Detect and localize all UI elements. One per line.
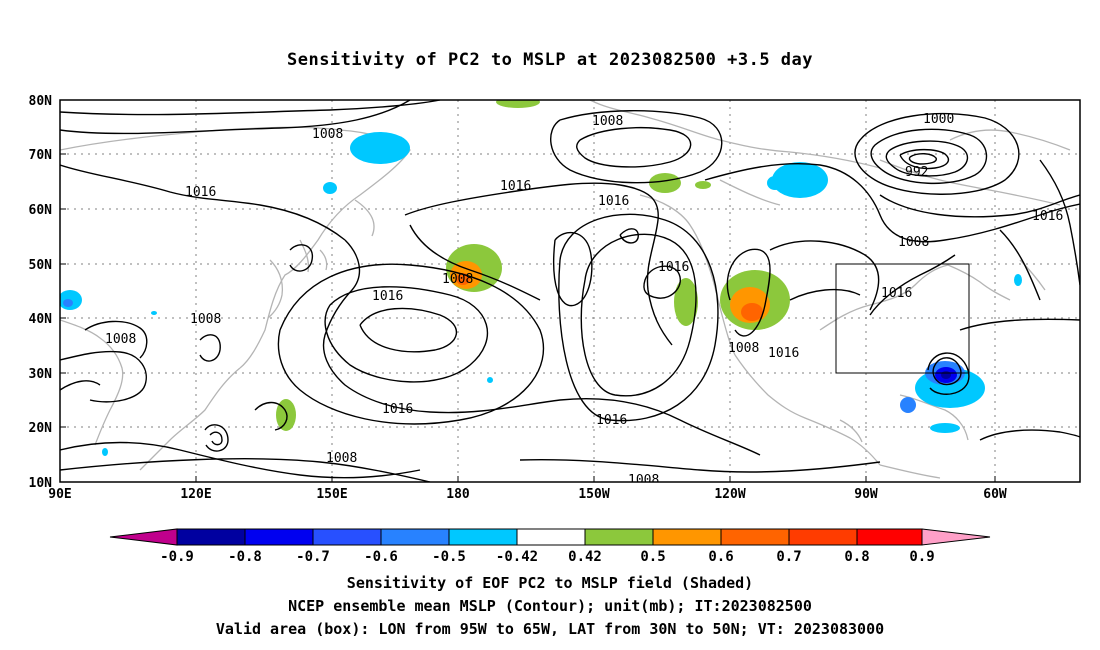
lon-label: 90E	[48, 487, 71, 502]
colorbar-label: -0.9	[160, 549, 194, 565]
contour-label: 1008	[442, 272, 473, 287]
colorbar-label: 0.6	[708, 549, 733, 565]
contour-label: 1008	[190, 312, 221, 327]
colorbar-label: -0.42	[496, 549, 538, 565]
lon-label: 180	[446, 487, 470, 502]
contour-label: 1000	[923, 112, 954, 127]
contour-label: 1016	[596, 413, 627, 428]
colorbar-segment	[176, 528, 246, 546]
contour-label: 1016	[372, 289, 403, 304]
contour-label: 1008	[728, 341, 759, 356]
colorbar-label: -0.8	[228, 549, 262, 565]
contour-label: 1016	[768, 346, 799, 361]
contour-label: 1016	[185, 185, 216, 200]
contour-label: 1008	[326, 451, 357, 466]
contour-label: 1016	[1032, 209, 1063, 224]
colorbar-label: -0.6	[364, 549, 398, 565]
colorbar-label: -0.5	[432, 549, 466, 565]
colorbar: -0.9 -0.8 -0.7 -0.6 -0.5 -0.42 0.42 0.5 …	[109, 528, 991, 565]
colorbar-segment	[244, 528, 314, 546]
contour-labels: 1008 1016 1008 1008 1016 1016 1008 1000 …	[105, 112, 1063, 488]
colorbar-label: 0.8	[844, 549, 869, 565]
colorbar-right-triangle	[921, 528, 991, 546]
contour-label: 1016	[881, 286, 912, 301]
colorbar-label: -0.7	[296, 549, 330, 565]
valid-area-box	[835, 263, 970, 374]
colorbar-segment	[788, 528, 858, 546]
colorbar-label: 0.9	[909, 549, 934, 565]
colorbar-segment	[380, 528, 450, 546]
colorbar-label: 0.42	[568, 549, 602, 565]
contour-label: 1008	[105, 332, 136, 347]
lat-label: 50N	[29, 258, 53, 273]
lon-label: 150W	[578, 487, 609, 502]
caption-line-2: NCEP ensemble mean MSLP (Contour); unit(…	[288, 597, 812, 615]
coastlines	[60, 100, 1071, 479]
contour-label: 1008	[312, 127, 343, 142]
colorbar-left-triangle	[109, 528, 178, 546]
contour-label: 1016	[658, 260, 689, 275]
axis-ticks	[60, 99, 996, 483]
contour-label: 1016	[598, 194, 629, 209]
colorbar-segment	[312, 528, 382, 546]
contour-label: 1008	[898, 235, 929, 250]
lon-label: 120E	[180, 487, 211, 502]
map-area	[60, 100, 1080, 482]
colorbar-segment	[856, 528, 923, 546]
contour-label: 1016	[382, 402, 413, 417]
lat-label: 10N	[29, 476, 53, 491]
lon-label: 90W	[854, 487, 878, 502]
lon-label: 120W	[714, 487, 745, 502]
lat-label: 30N	[29, 367, 53, 382]
lat-label: 60N	[29, 203, 53, 218]
lon-label: 150E	[316, 487, 347, 502]
lat-label: 70N	[29, 148, 53, 163]
colorbar-segment	[516, 528, 586, 546]
colorbar-segment	[448, 528, 518, 546]
lon-label: 60W	[983, 487, 1007, 502]
colorbar-segment	[720, 528, 790, 546]
mslp-contours	[60, 100, 1080, 482]
contour-label: 1016	[500, 179, 531, 194]
lat-label: 40N	[29, 312, 53, 327]
colorbar-label: 0.7	[776, 549, 801, 565]
contour-label: 992	[905, 165, 928, 180]
colorbar-segment	[584, 528, 654, 546]
caption-line-1: Sensitivity of EOF PC2 to MSLP field (Sh…	[346, 574, 754, 592]
caption-line-3: Valid area (box): LON from 95W to 65W, L…	[215, 620, 885, 638]
colorbar-label: 0.5	[640, 549, 665, 565]
latitude-labels: 80N 70N 60N 50N 40N 30N 20N 10N	[29, 94, 53, 491]
chart-title: Sensitivity of PC2 to MSLP at 2023082500…	[286, 50, 813, 70]
map-frame	[59, 99, 1081, 483]
longitude-labels: 90E 120E 150E 180 150W 120W 90W 60W	[48, 487, 1007, 502]
lat-label: 20N	[29, 421, 53, 436]
lat-label: 80N	[29, 94, 53, 109]
contour-label: 1008	[628, 473, 659, 488]
colorbar-segment	[652, 528, 722, 546]
contour-label: 1008	[592, 114, 623, 129]
sensitivity-shading	[60, 100, 1022, 456]
